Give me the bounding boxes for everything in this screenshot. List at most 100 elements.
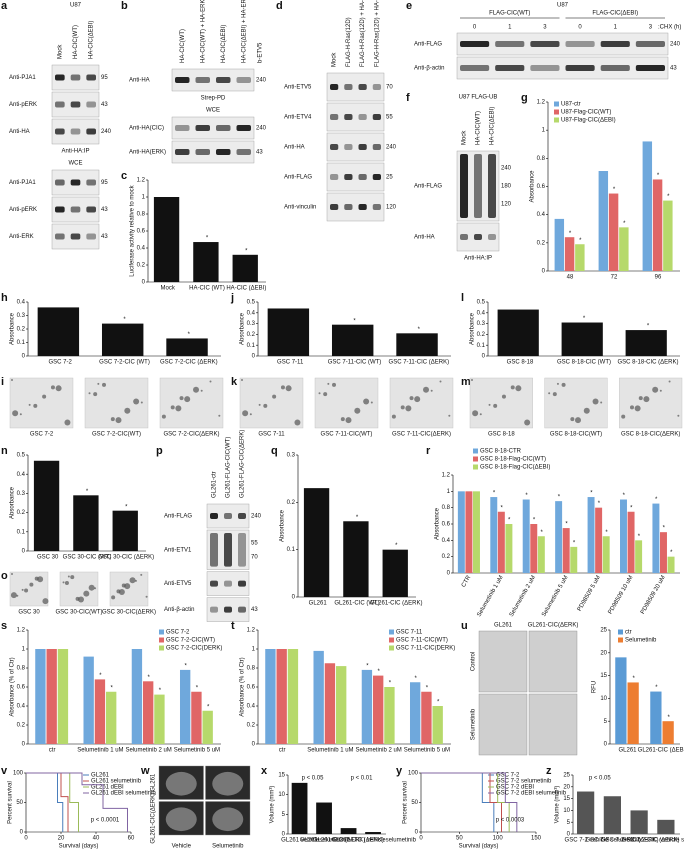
significance: *	[125, 504, 128, 510]
bar	[343, 521, 369, 597]
blot-band	[358, 204, 367, 210]
brain-section	[212, 771, 244, 796]
size-marker: 43	[101, 102, 108, 108]
colony	[354, 407, 361, 414]
size-marker: 70	[386, 85, 393, 91]
lane-label: GL261-FLAG-CIC(ΔERK)	[240, 430, 246, 498]
panel-letter: d	[276, 0, 283, 12]
y-tick-label: 0.8	[17, 666, 26, 672]
bar	[384, 687, 395, 744]
legend-label: GSC 8-18-CTR	[480, 449, 522, 455]
image-caption: GSC 30-CIC(ΔERK)	[102, 610, 156, 616]
row-label: GL261-CIC(ΔERK)	[151, 793, 157, 844]
y-tick-label: 0.8	[137, 212, 146, 218]
x-tick-label: HA-CIC (ΔEBI)	[226, 286, 266, 292]
colony	[88, 584, 95, 591]
colony	[170, 405, 175, 410]
y-tick-label: 20	[600, 650, 607, 656]
y-tick-label: 1.2	[247, 628, 256, 634]
colony	[345, 417, 352, 424]
bar	[193, 242, 219, 282]
y-tick-label: 1.2	[17, 628, 26, 634]
blot-label: Anti-ETV4	[284, 115, 312, 121]
blot-band	[372, 144, 381, 150]
significance: *	[493, 491, 496, 497]
panel-letter: o	[1, 570, 8, 582]
y-tick-label: 0.1	[287, 547, 296, 553]
panel-letter: y	[396, 765, 403, 777]
colony	[340, 417, 345, 422]
colony	[21, 588, 24, 591]
colony	[140, 573, 143, 576]
micrograph	[619, 377, 683, 429]
colony	[37, 576, 44, 583]
size-marker: 55	[251, 540, 258, 546]
legend-label: ctr	[625, 630, 632, 636]
y-tick-label: 0.2	[137, 263, 146, 269]
survival-curve	[26, 772, 64, 832]
colony	[332, 382, 337, 387]
y-tick-label: 1.2	[137, 178, 146, 184]
bar	[142, 681, 154, 744]
y-tick-label: 10	[563, 808, 570, 814]
significance: *	[647, 324, 650, 330]
x-tick-label: Selumetinib 5 uM	[404, 748, 450, 754]
lane-label: HA-CIC(ΔEBI)	[221, 25, 227, 63]
colony	[241, 379, 243, 381]
blot-band	[372, 84, 381, 90]
panel-letter: k	[231, 376, 238, 388]
size-marker: 240	[670, 42, 681, 48]
blot-band	[474, 154, 482, 218]
blot-label: Anti-HA	[414, 235, 435, 241]
lane-label: 1	[614, 25, 618, 31]
colony	[285, 385, 292, 392]
lane-label: FLAG-H-Ras(12D) + HA-CIC(ΔEBI)	[374, 0, 380, 67]
y-tick-label: 0	[22, 742, 26, 748]
blot-band	[224, 533, 232, 567]
size-marker: 180	[501, 184, 512, 190]
x-tick-label: GSC 7-2 vehicle	[565, 838, 609, 844]
significance: *	[569, 231, 572, 237]
blot-panel	[171, 116, 255, 140]
colony	[524, 419, 531, 426]
blot-band	[358, 174, 367, 180]
colony	[323, 392, 328, 397]
x-tick-label: Selumetinib 1 uM	[77, 748, 123, 754]
blot-band	[488, 154, 496, 218]
lane-label: GL261-FLAG-CIC(WT)	[226, 437, 232, 498]
y-tick-label: 0.8	[247, 666, 256, 672]
legend-label: U87-Flag-CIC(WT)	[561, 110, 611, 116]
legend-label: GSC 7-11	[396, 630, 423, 636]
y-tick-label: 1	[252, 647, 256, 653]
y-tick-label: 0	[282, 832, 286, 838]
blot-band	[238, 580, 246, 587]
significance: *	[110, 685, 113, 691]
bar	[166, 338, 208, 356]
x-tick-label: GL261	[309, 601, 328, 607]
blot-band	[372, 204, 381, 210]
significance: *	[500, 505, 503, 511]
blot-band	[358, 84, 367, 90]
bar	[598, 171, 609, 271]
blot-band	[210, 580, 218, 587]
colony	[409, 396, 414, 401]
colony	[83, 590, 90, 597]
lane-label: Mock	[57, 44, 63, 59]
colony	[93, 392, 98, 397]
colony	[129, 577, 136, 584]
blot-band	[55, 101, 65, 108]
blot-caption: WCE	[206, 108, 220, 114]
significance: *	[395, 543, 398, 549]
size-marker: 43	[101, 207, 108, 213]
y-tick-label: 100	[408, 771, 419, 777]
blot-header: U87	[70, 3, 82, 9]
significance: *	[353, 318, 356, 324]
significance: *	[583, 316, 586, 322]
blot-band	[495, 41, 525, 47]
y-tick-label: 1.2	[442, 473, 451, 479]
panel-letter: r	[426, 445, 431, 457]
panel-letter: x	[261, 765, 268, 777]
bar	[365, 832, 381, 834]
x-tick-label: GSC 30-CIC (ΔERK)	[98, 555, 154, 561]
